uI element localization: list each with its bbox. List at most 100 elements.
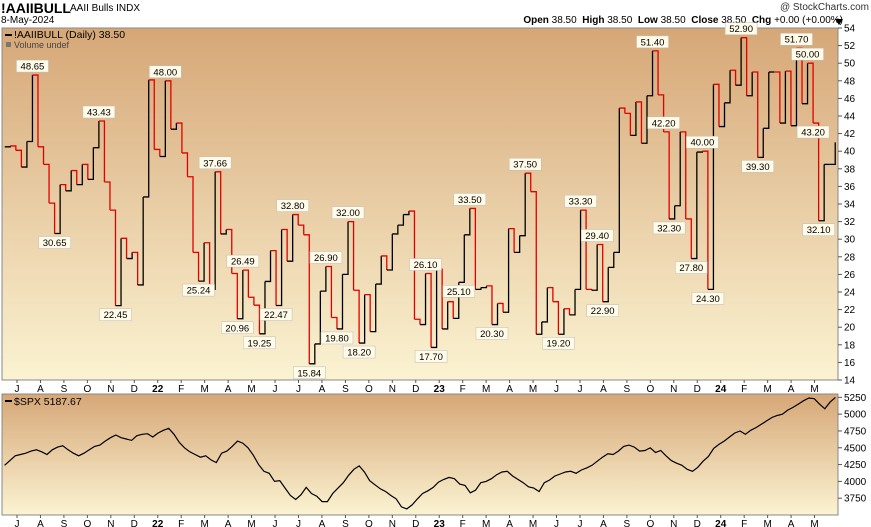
series-segment (348, 220, 355, 291)
x-tick-label: 23 (434, 519, 446, 527)
copyright-label: @ StockCharts.com (779, 2, 869, 13)
data-label: 48.65 (21, 62, 45, 73)
series-segment (763, 72, 770, 129)
series-segment (137, 196, 144, 286)
x-tick-label: M (482, 519, 490, 527)
series-segment (259, 281, 266, 335)
x-tick-label: O (83, 384, 91, 395)
series-segment (624, 112, 632, 136)
series-segment (370, 284, 377, 333)
x-tick-label: A (506, 519, 513, 527)
x-tick-label: D (694, 519, 701, 527)
series-segment (558, 308, 565, 335)
series-segment (198, 242, 205, 282)
series-segment (26, 75, 34, 143)
aaii-bull-panel: 14 16 18 20 22 24 26 28 30 32 34 36 38 40 42 44 46 48 50 52… (1, 22, 856, 395)
data-label: 26.10 (414, 260, 438, 271)
series-segment (541, 287, 548, 323)
data-label-box (686, 135, 719, 149)
x-tick-label: N (107, 519, 114, 527)
data-label-box (82, 105, 116, 119)
data-label: 37.50 (513, 160, 537, 171)
series-segment (425, 272, 432, 348)
data-label: 15.84 (297, 368, 321, 379)
data-label-box (780, 32, 813, 46)
series-segment (60, 183, 67, 191)
series-segment (320, 266, 327, 292)
series-segment (115, 238, 122, 307)
x-tick-label: M (247, 519, 255, 527)
data-label: 43.43 (87, 108, 111, 119)
x-tick-label: O (365, 384, 373, 395)
series-segment (547, 286, 554, 302)
series-segment (785, 70, 792, 126)
series-segment (414, 318, 421, 325)
series-segment (619, 107, 626, 114)
data-label-box (442, 285, 476, 298)
x-tick-label: M (529, 384, 537, 395)
x-tick-label: S (61, 384, 68, 395)
chart-date: 8-May-2024 (1, 15, 55, 26)
series-segment (408, 210, 416, 320)
series-segment (71, 169, 78, 185)
x-tick-label: M (763, 384, 771, 395)
x-tick-label: M (763, 519, 771, 527)
triangle-down-icon[interactable] (834, 18, 844, 26)
series-segment (193, 251, 200, 282)
spx-series-line (4, 396, 836, 510)
data-label: 22.45 (104, 310, 128, 321)
close-label: Close (691, 15, 719, 26)
data-label-box (652, 221, 686, 235)
series-segment (724, 70, 731, 104)
data-label: 19.80 (325, 333, 349, 344)
x-tick-label: F (741, 384, 747, 395)
data-label: 18.20 (347, 348, 371, 359)
y-tick-label: 54 (844, 24, 856, 35)
series-segment (353, 289, 360, 344)
series-legend: $SPX 5187.67 (14, 396, 82, 408)
series-segment (503, 228, 510, 313)
data-label-box (791, 47, 824, 61)
series-segment (54, 184, 61, 235)
series-segment (597, 243, 604, 302)
x-tick-label: F (178, 519, 184, 527)
y-tick-label: 26 (844, 270, 856, 281)
x-tick-label: D (412, 519, 419, 527)
y-tick-label: 38 (844, 164, 856, 175)
plot-background (1, 27, 839, 381)
data-label-box (691, 292, 725, 305)
x-tick-label: O (646, 519, 654, 527)
data-label-box (508, 157, 542, 171)
series-segment (386, 233, 393, 271)
series-segment (680, 131, 687, 219)
series-segment (530, 191, 537, 335)
series-segment (104, 181, 111, 211)
data-label-box (414, 350, 448, 363)
series-segment (359, 294, 366, 344)
y-tick-label: 44 (844, 112, 856, 123)
series-segment (126, 252, 133, 260)
x-tick-label: D (412, 384, 419, 395)
y-tick-label: 40 (844, 147, 856, 158)
series-segment (15, 149, 23, 168)
y-tick-label: 46 (844, 94, 856, 105)
series-segment (298, 224, 305, 235)
data-label-box (331, 206, 365, 219)
data-label-box (586, 304, 619, 317)
series-segment (536, 321, 543, 335)
series-segment (575, 210, 582, 291)
data-label: 48.00 (153, 67, 177, 78)
data-label: 19.25 (248, 338, 272, 349)
x-tick-label: J (577, 519, 582, 527)
data-label-box (564, 194, 597, 208)
y-tick-label: 50 (844, 59, 856, 70)
series-segment (49, 202, 56, 234)
high-label: High (582, 15, 605, 26)
series-segment (76, 164, 83, 186)
data-label-box (802, 223, 835, 236)
series-segment (707, 84, 715, 291)
x-tick-label: F (178, 384, 184, 395)
x-tick-label: A (788, 384, 795, 395)
y-tick-label: 20 (844, 323, 856, 334)
